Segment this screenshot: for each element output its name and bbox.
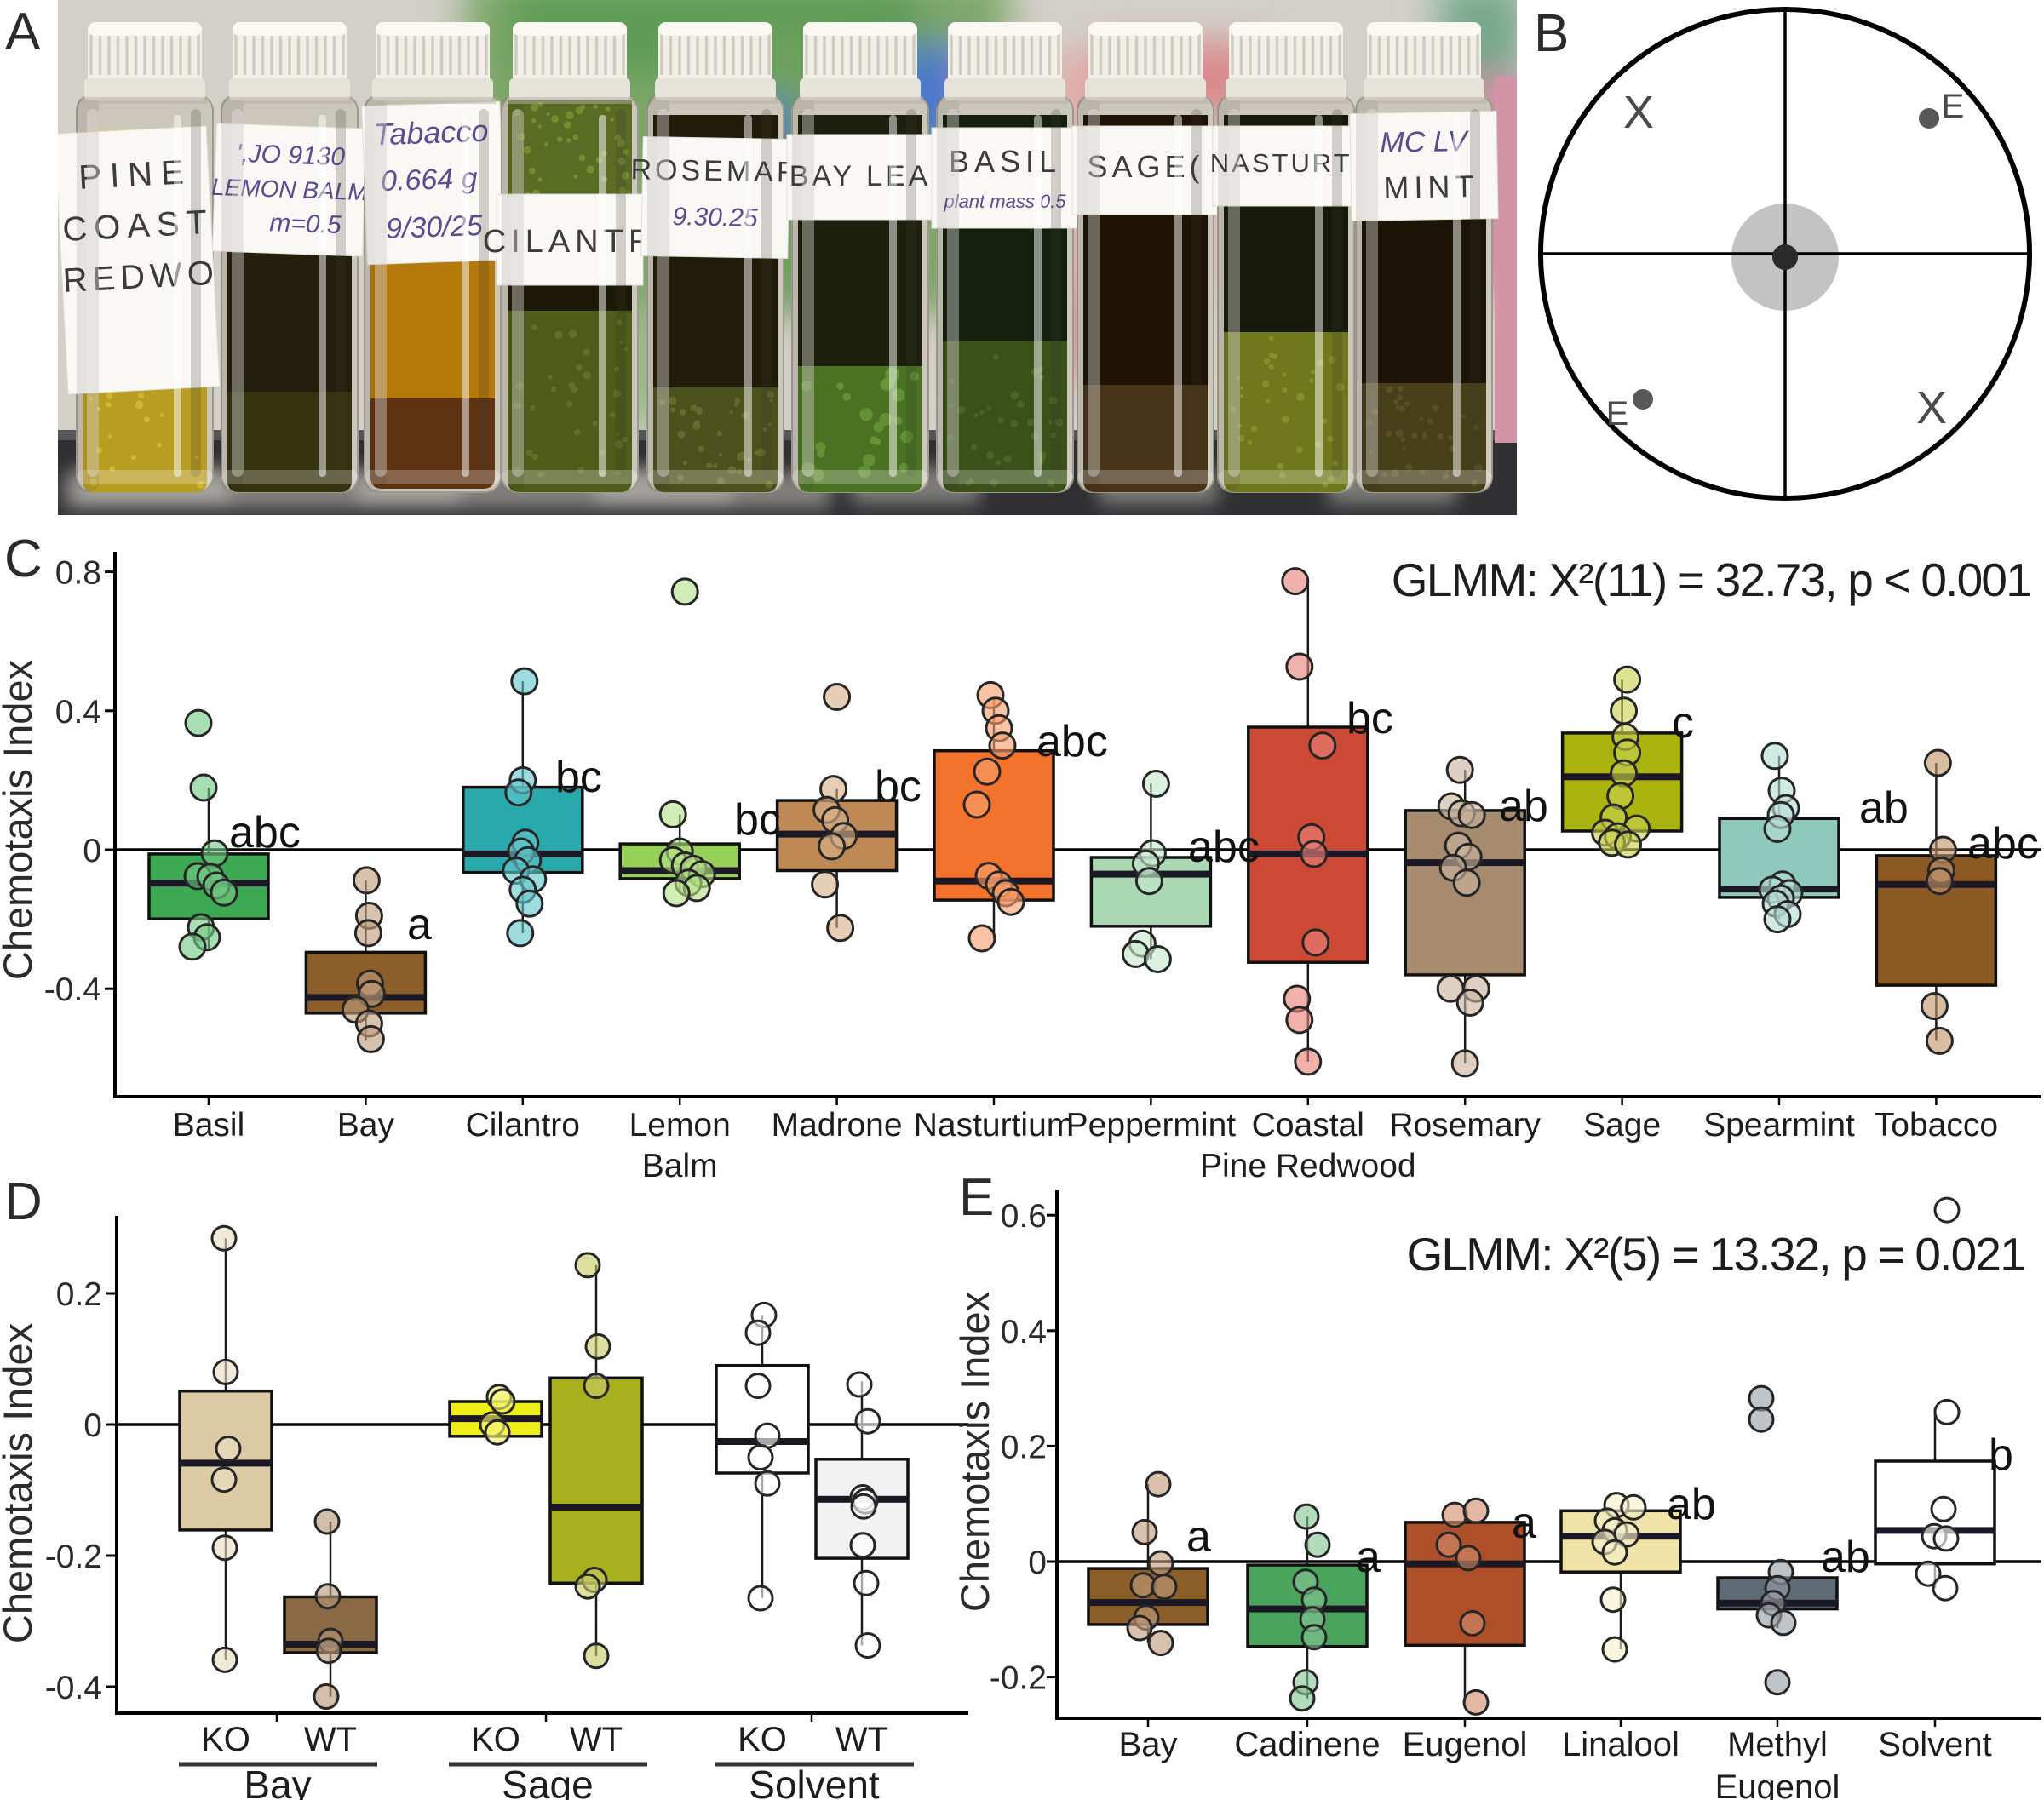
svg-text:Coastal: Coastal — [1252, 1107, 1364, 1144]
svg-text:B: B — [1534, 4, 1569, 63]
svg-text:E: E — [1606, 395, 1629, 433]
svg-text:abc: abc — [1036, 717, 1108, 766]
svg-text:abc: abc — [229, 808, 301, 857]
svg-text:Linalool: Linalool — [1562, 1726, 1679, 1763]
svg-text:GLMM: X²(5) = 13.32, p = 0.021: GLMM: X²(5) = 13.32, p = 0.021 — [1406, 1228, 2024, 1281]
svg-text:Nasturtium: Nasturtium — [914, 1107, 1075, 1144]
svg-text:ab: ab — [1499, 782, 1548, 831]
svg-text:Basil: Basil — [173, 1107, 245, 1144]
svg-text:X: X — [1916, 382, 1947, 433]
svg-text:0: 0 — [83, 1407, 102, 1444]
svg-text:9.30.25: 9.30.25 — [672, 203, 758, 232]
svg-text:Cilantro: Cilantro — [466, 1107, 580, 1144]
svg-text:Peppermint: Peppermint — [1066, 1107, 1237, 1144]
svg-text:abc: abc — [1188, 823, 1260, 872]
svg-text:Lemon: Lemon — [629, 1107, 731, 1144]
svg-text:plant mass 0.5: plant mass 0.5 — [943, 191, 1066, 212]
svg-text:Madrone: Madrone — [772, 1107, 903, 1144]
svg-text:c: c — [1672, 698, 1694, 748]
svg-text:0.6: 0.6 — [1001, 1198, 1047, 1235]
svg-text:0.4: 0.4 — [1001, 1314, 1047, 1350]
svg-text:Solvent: Solvent — [749, 1763, 880, 1800]
svg-text:Eugenol: Eugenol — [1403, 1726, 1528, 1763]
svg-text:KO: KO — [738, 1721, 787, 1758]
svg-text:X: X — [1623, 87, 1654, 138]
svg-text:Solvent: Solvent — [1878, 1726, 1991, 1763]
svg-text:-0.2: -0.2 — [990, 1660, 1047, 1697]
svg-text:CILANTR: CILANTR — [483, 224, 657, 260]
svg-text:Rosemary: Rosemary — [1389, 1107, 1541, 1144]
svg-text:KO: KO — [201, 1721, 250, 1758]
svg-text:Tobacco: Tobacco — [1875, 1107, 1998, 1144]
svg-text:BAY LEA: BAY LEA — [789, 160, 932, 192]
svg-text:abc: abc — [1967, 819, 2039, 868]
svg-text:bc: bc — [875, 762, 922, 811]
svg-text:Methyl: Methyl — [1727, 1726, 1828, 1763]
svg-text:ab: ab — [1667, 1480, 1716, 1529]
svg-text:ROSEMAR: ROSEMAR — [630, 153, 801, 188]
svg-text:SAGE(: SAGE( — [1087, 149, 1203, 184]
svg-text:a: a — [1356, 1533, 1381, 1582]
svg-text:Cadinene: Cadinene — [1234, 1726, 1380, 1763]
svg-text:Bay: Bay — [337, 1107, 395, 1144]
svg-text:0.8: 0.8 — [55, 555, 101, 592]
svg-text:Spearmint: Spearmint — [1703, 1107, 1855, 1144]
svg-text:-0.2: -0.2 — [45, 1539, 102, 1575]
svg-text:NASTURTI: NASTURTI — [1210, 148, 1362, 178]
svg-text:a: a — [407, 900, 432, 949]
svg-text:WT: WT — [304, 1721, 357, 1758]
svg-text:Bay: Bay — [244, 1763, 311, 1800]
svg-text:-0.4: -0.4 — [44, 972, 101, 1008]
svg-text:E: E — [959, 1168, 994, 1227]
svg-text:LEMON BALM: LEMON BALM — [211, 174, 369, 205]
svg-text:WT: WT — [835, 1721, 888, 1758]
svg-text:Sage: Sage — [1583, 1107, 1661, 1144]
svg-text:bc: bc — [734, 795, 781, 845]
svg-text:D: D — [4, 1172, 43, 1231]
svg-text:Bay: Bay — [1119, 1726, 1178, 1763]
svg-text:Chemotaxis Index: Chemotaxis Index — [0, 660, 40, 980]
svg-text:KO: KO — [471, 1721, 520, 1758]
svg-text:0.2: 0.2 — [56, 1276, 102, 1313]
svg-text:0: 0 — [83, 833, 101, 869]
svg-text:WT: WT — [570, 1721, 623, 1758]
svg-text:',JO 9130: ',JO 9130 — [236, 140, 346, 171]
svg-text:Eugenol: Eugenol — [1715, 1768, 1840, 1800]
svg-text:m=0.5: m=0.5 — [269, 209, 342, 239]
svg-text:b: b — [1989, 1430, 2013, 1480]
svg-text:bc: bc — [1346, 694, 1393, 743]
svg-text:-0.4: -0.4 — [45, 1670, 102, 1706]
svg-text:a: a — [1512, 1499, 1536, 1548]
svg-text:0.2: 0.2 — [1001, 1429, 1047, 1465]
svg-text:BASIL: BASIL — [949, 144, 1061, 179]
svg-text:0.4: 0.4 — [55, 694, 101, 731]
svg-text:0: 0 — [1028, 1545, 1047, 1581]
svg-text:A: A — [5, 3, 41, 61]
svg-text:bc: bc — [555, 753, 602, 802]
svg-text:COAST: COAST — [61, 204, 215, 249]
svg-text:C: C — [4, 530, 43, 588]
svg-text:Tabacco: Tabacco — [373, 113, 489, 152]
svg-text:E: E — [1942, 88, 1965, 125]
svg-text:ab: ab — [1821, 1533, 1870, 1582]
svg-text:Chemotaxis Index: Chemotaxis Index — [0, 1323, 40, 1643]
svg-text:a: a — [1186, 1512, 1211, 1562]
svg-text:Chemotaxis Index: Chemotaxis Index — [952, 1292, 997, 1612]
svg-text:Balm: Balm — [642, 1148, 718, 1184]
svg-text:MINT: MINT — [1383, 169, 1479, 205]
svg-text:REDWO: REDWO — [62, 255, 220, 301]
svg-text:GLMM: X²(11) = 32.73, p < 0.00: GLMM: X²(11) = 32.73, p < 0.001 — [1392, 553, 2030, 606]
svg-text:ab: ab — [1859, 783, 1909, 833]
svg-text:Sage: Sage — [502, 1763, 593, 1800]
svg-text:Pine Redwood: Pine Redwood — [1200, 1148, 1416, 1184]
